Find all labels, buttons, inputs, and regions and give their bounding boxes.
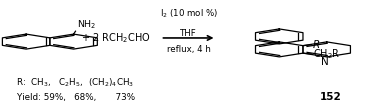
- Text: 152: 152: [320, 92, 342, 102]
- Text: N: N: [320, 57, 328, 67]
- Text: Yield: 59%,   68%,       73%: Yield: 59%, 68%, 73%: [16, 93, 135, 102]
- Text: THF: THF: [180, 29, 197, 38]
- Text: + 2 RCH$_2$CHO: + 2 RCH$_2$CHO: [81, 31, 151, 45]
- Text: R: R: [313, 40, 320, 50]
- Text: NH$_2$: NH$_2$: [78, 18, 97, 31]
- Text: R:  CH$_3$,   C$_2$H$_5$,  (CH$_2$)$_4$CH$_3$: R: CH$_3$, C$_2$H$_5$, (CH$_2$)$_4$CH$_3…: [16, 77, 135, 89]
- Text: reflux, 4 h: reflux, 4 h: [167, 45, 210, 54]
- Text: CH$_2$R: CH$_2$R: [313, 47, 340, 61]
- Text: I$_2$ (10 mol %): I$_2$ (10 mol %): [160, 7, 218, 20]
